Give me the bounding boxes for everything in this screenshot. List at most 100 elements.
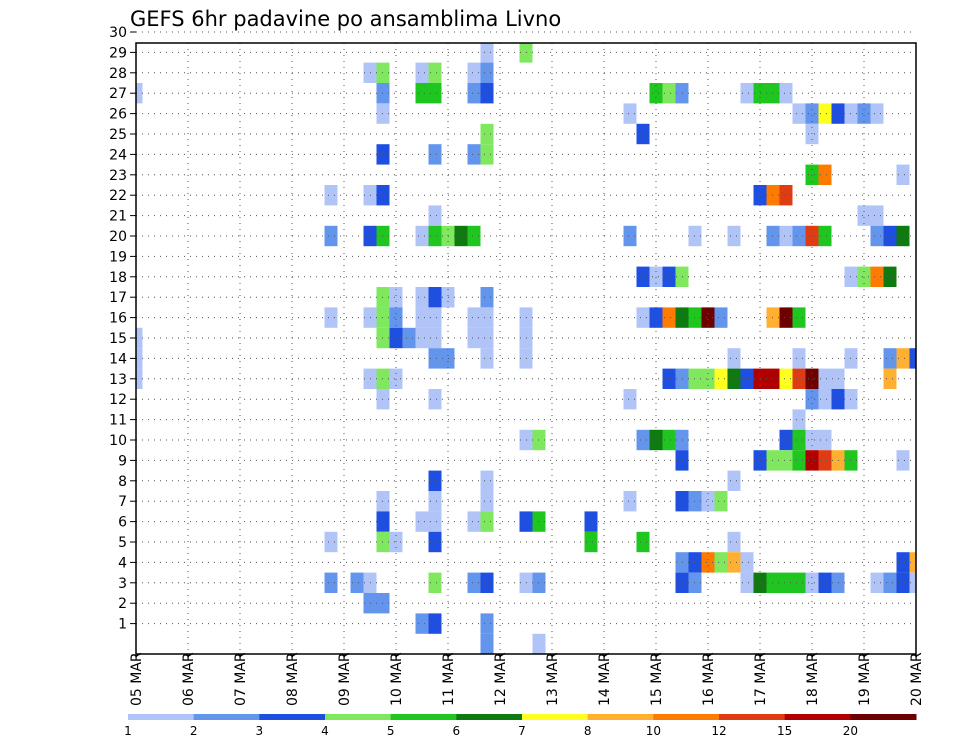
heatmap-cell xyxy=(818,225,832,247)
heatmap-cell xyxy=(701,491,715,512)
heatmap-cell xyxy=(467,327,481,349)
heatmap-cell xyxy=(805,103,819,124)
y-tick-label: 8 xyxy=(118,474,127,490)
y-tick-label: 25 xyxy=(109,127,127,143)
chart-title: GEFS 6hr padavine po ansamblima Livno xyxy=(130,7,561,31)
heatmap-cell xyxy=(714,491,728,512)
x-tick-label: 18 MAR xyxy=(805,652,821,706)
colorbar-label: 8 xyxy=(584,724,592,738)
heatmap-cell xyxy=(428,83,442,104)
colorbar-swatch xyxy=(719,714,786,720)
x-tick-label: 13 MAR xyxy=(545,652,561,706)
heatmap-cell xyxy=(480,348,494,369)
heatmap-cell xyxy=(883,368,897,389)
heatmap-cell xyxy=(818,572,832,593)
heatmap-cell xyxy=(623,389,637,410)
heatmap-cell xyxy=(779,307,793,328)
heatmap-cell xyxy=(909,572,916,593)
heatmap-cell xyxy=(883,266,897,287)
colorbar-label: 2 xyxy=(190,724,198,738)
y-tick-label: 16 xyxy=(109,311,127,327)
heatmap-cell xyxy=(467,83,481,104)
heatmap-cell xyxy=(727,531,741,553)
heatmap-cell xyxy=(857,266,871,287)
colorbar-swatch xyxy=(587,714,654,720)
heatmap-cell xyxy=(662,266,676,287)
heatmap-cell xyxy=(649,307,663,328)
heatmap-cell xyxy=(662,307,676,328)
heatmap-cell xyxy=(779,450,793,471)
heatmap-cell xyxy=(649,83,663,104)
colorbar-swatch xyxy=(522,714,589,720)
heatmap-cell xyxy=(480,307,494,328)
colorbar-label: 3 xyxy=(256,724,264,738)
heatmap-cell xyxy=(324,531,338,553)
heatmap-cell xyxy=(818,164,832,185)
heatmap-cell xyxy=(480,144,494,165)
y-tick-label: 29 xyxy=(109,45,127,61)
y-tick-label: 28 xyxy=(109,66,127,82)
y-tick-label: 3 xyxy=(118,576,127,592)
heatmap-cell xyxy=(428,572,442,593)
y-tick-label: 5 xyxy=(118,535,127,551)
heatmap-cell xyxy=(779,572,793,593)
y-tick-label: 22 xyxy=(109,188,127,204)
colorbar-swatch xyxy=(128,714,195,720)
heatmap-cell xyxy=(805,450,819,471)
heatmap-cell xyxy=(883,572,897,593)
heatmap-cell xyxy=(792,409,806,430)
x-tick-label: 07 MAR xyxy=(233,652,249,706)
heatmap-cell xyxy=(415,307,429,328)
heatmap-cell xyxy=(623,491,637,512)
heatmap-cell xyxy=(662,83,676,104)
heatmap-cell xyxy=(740,572,754,593)
colorbar-swatch xyxy=(653,714,720,720)
heatmap-cell xyxy=(428,205,442,226)
heatmap-cell xyxy=(727,368,741,389)
x-tick-label: 10 MAR xyxy=(389,652,405,706)
heatmap-cell xyxy=(818,389,832,410)
heatmap-cell xyxy=(714,307,728,328)
heatmap-cell xyxy=(818,450,832,471)
heatmap-cell xyxy=(428,327,442,349)
heatmap-cell xyxy=(480,633,494,654)
heatmap-cell xyxy=(740,83,754,104)
colorbar-swatch xyxy=(390,714,457,720)
x-tick-label: 14 MAR xyxy=(597,652,613,706)
heatmap-cell xyxy=(428,470,442,491)
heatmap-cell xyxy=(792,307,806,328)
x-tick-label: 06 MAR xyxy=(181,652,197,706)
heatmap-cell xyxy=(896,225,910,247)
heatmap-cell xyxy=(805,164,819,185)
heatmap-cell xyxy=(818,103,832,124)
heatmap-cell xyxy=(896,164,910,185)
heatmap-cell xyxy=(792,368,806,389)
heatmap-cell xyxy=(896,572,910,593)
y-tick-label: 15 xyxy=(109,331,127,347)
heatmap-cell xyxy=(649,266,663,287)
heatmap-cell xyxy=(324,185,338,206)
heatmap-cell xyxy=(389,287,403,308)
y-tick-label: 24 xyxy=(109,147,127,163)
heatmap-cell xyxy=(740,552,754,573)
heatmap-cell xyxy=(480,62,494,83)
colorbar-label: 20 xyxy=(843,724,858,738)
heatmap-cell xyxy=(740,368,754,389)
heatmap-cell xyxy=(415,225,429,247)
heatmap-cell xyxy=(701,307,715,328)
heatmap-cell xyxy=(584,531,598,553)
heatmap-cell xyxy=(428,613,442,634)
y-tick-label: 1 xyxy=(118,617,127,633)
heatmap-cell xyxy=(662,368,676,389)
y-tick-label: 23 xyxy=(109,168,127,184)
heatmap-cell xyxy=(350,572,364,593)
heatmap-cell xyxy=(779,83,793,104)
heatmap-cell xyxy=(662,429,676,451)
heatmap-cell xyxy=(584,511,598,532)
colorbar-label: 7 xyxy=(518,724,526,738)
y-tick-label: 18 xyxy=(109,270,127,286)
x-tick-label: 20 MAR xyxy=(909,652,925,706)
heatmap-cell xyxy=(896,552,910,573)
colorbar-label: 5 xyxy=(387,724,395,738)
heatmap-cell xyxy=(818,368,832,389)
